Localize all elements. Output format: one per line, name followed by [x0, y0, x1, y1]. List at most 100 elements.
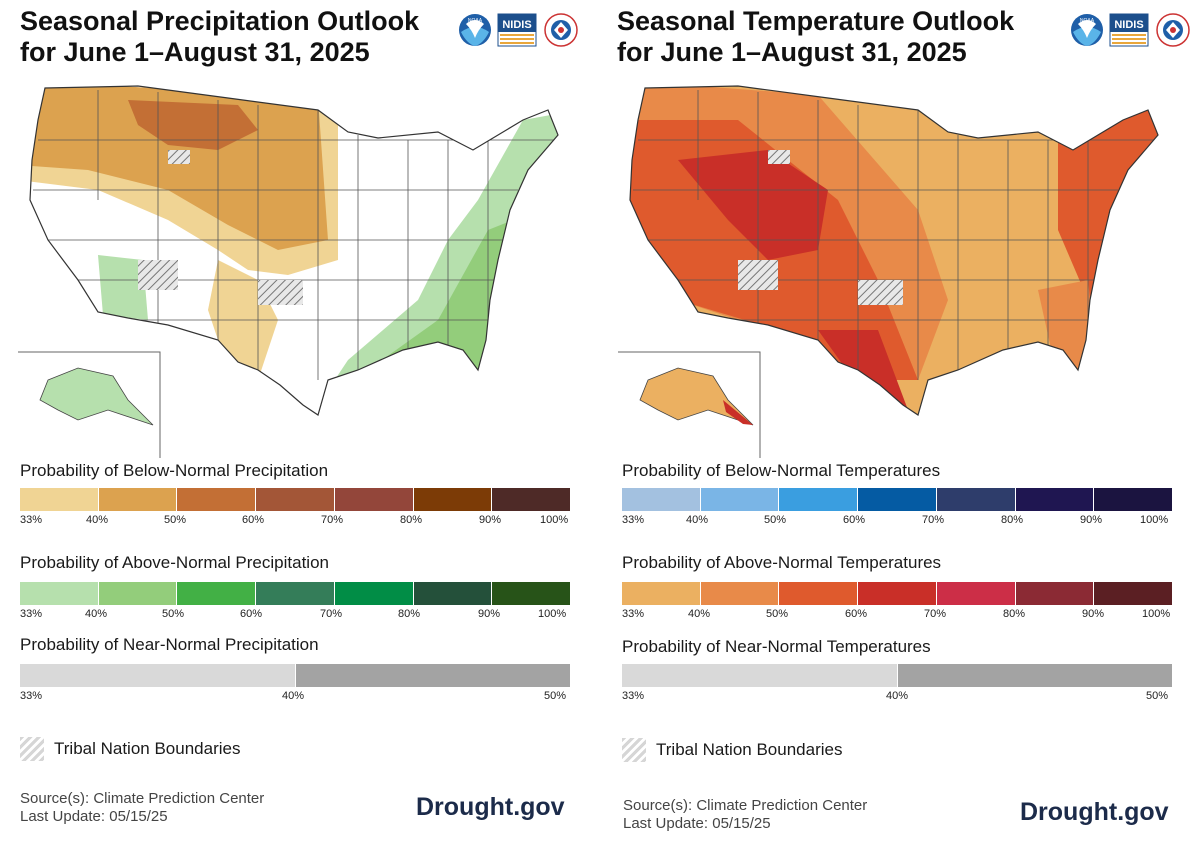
above-temp-seg-1	[622, 582, 701, 605]
tick-label: 33%	[622, 608, 645, 620]
below-temp-seg-7	[1094, 488, 1173, 511]
below-temp-seg-6	[1015, 488, 1095, 511]
below-normal-temp-legend-title: Probability of Below-Normal Temperatures	[622, 461, 941, 480]
above-temp-seg-7	[1094, 582, 1173, 605]
below-temp-seg-3	[779, 488, 859, 511]
above-temp-seg-5	[936, 582, 1016, 605]
below-precip-seg-7	[492, 488, 571, 511]
tick-label: 90%	[1082, 608, 1105, 620]
national-weather-service-logo-icon	[544, 13, 578, 47]
tick-label: 40%	[282, 690, 305, 702]
svg-text:NOAA: NOAA	[468, 18, 483, 24]
precipitation-outlook-panel: Seasonal Precipitation Outlook for June …	[18, 6, 578, 826]
near-normal-precip-ticks: 33% 40% 50%	[20, 690, 572, 704]
tick-label: 90%	[478, 608, 501, 620]
tick-label: 70%	[320, 608, 343, 620]
tick-label: 50%	[766, 608, 789, 620]
above-normal-precip-legend-title: Probability of Above-Normal Precipitatio…	[20, 553, 329, 572]
drought-gov-brand: Drought.gov	[1020, 798, 1169, 826]
nidis-logo-icon: NIDIS	[1109, 13, 1149, 47]
above-normal-temp-color-bar	[622, 582, 1173, 605]
tick-label: 70%	[321, 514, 344, 526]
last-update-line: Last Update: 05/15/25	[623, 815, 771, 832]
below-precip-seg-3	[177, 488, 257, 511]
above-normal-precip-color-bar	[20, 582, 571, 605]
above-normal-temp-ticks: 33% 40% 50% 60% 70% 80% 90% 100%	[622, 608, 1174, 622]
above-normal-precip-ticks: 33% 40% 50% 60% 70% 80% 90% 100%	[20, 608, 572, 622]
above-temp-seg-2	[700, 582, 780, 605]
tick-label: 80%	[398, 608, 421, 620]
near-normal-precip-legend-title: Probability of Near-Normal Precipitation	[20, 635, 319, 654]
tick-label: 60%	[240, 608, 263, 620]
last-update-line: Last Update: 05/15/25	[20, 808, 168, 825]
below-precip-seg-6	[413, 488, 493, 511]
tick-label: 90%	[1080, 514, 1103, 526]
tick-label: 70%	[924, 608, 947, 620]
tick-label: 40%	[86, 514, 109, 526]
tick-label: 80%	[1003, 608, 1026, 620]
temperature-outlook-panel: Seasonal Temperature Outlook for June 1–…	[600, 0, 1200, 867]
tick-label: 100%	[1142, 608, 1171, 620]
precipitation-title: Seasonal Precipitation Outlook for June …	[20, 6, 420, 67]
tick-label: 60%	[242, 514, 265, 526]
tick-label: 50%	[1146, 690, 1169, 702]
source-line: Source(s): Climate Prediction Center	[623, 797, 868, 814]
tick-label: 50%	[764, 514, 787, 526]
above-normal-temp-legend-title: Probability of Above-Normal Temperatures	[622, 553, 942, 572]
below-precip-seg-4	[256, 488, 335, 511]
below-normal-precip-color-bar	[20, 488, 571, 511]
near-normal-temp-legend-title: Probability of Near-Normal Temperatures	[622, 637, 931, 656]
tick-label: 40%	[686, 514, 709, 526]
near-normal-temp-color-bar	[622, 664, 1172, 687]
svg-text:NIDIS: NIDIS	[502, 19, 531, 31]
tick-label: 33%	[20, 608, 43, 620]
below-temp-seg-5	[936, 488, 1016, 511]
svg-text:NOAA: NOAA	[1080, 18, 1095, 24]
tick-label: 50%	[164, 514, 187, 526]
national-weather-service-logo-icon	[1156, 13, 1190, 47]
tick-label: 40%	[688, 608, 711, 620]
tick-label: 100%	[1140, 514, 1169, 526]
near-normal-precip-color-bar	[20, 664, 570, 687]
tick-label: 40%	[85, 608, 108, 620]
tribal-boundaries-label: Tribal Nation Boundaries	[656, 740, 843, 759]
above-temp-seg-4	[858, 582, 937, 605]
tribal-boundaries-legend: Tribal Nation Boundaries	[20, 737, 240, 761]
above-precip-seg-4	[256, 582, 335, 605]
noaa-logo-icon: NOAA	[459, 14, 491, 46]
temperature-title: Seasonal Temperature Outlook for June 1–…	[617, 6, 1015, 67]
below-normal-precip-ticks: 33% 40% 50% 60% 70% 80% 90% 100%	[20, 514, 572, 528]
below-precip-seg-1	[20, 488, 99, 511]
source-info: Source(s): Climate Prediction Center Las…	[20, 790, 264, 826]
near-normal-temp-ticks: 33% 40% 50%	[622, 690, 1174, 704]
below-normal-temp-color-bar	[622, 488, 1173, 511]
below-normal-temp-ticks: 33% 40% 50% 60% 70% 80% 90% 100%	[622, 514, 1174, 528]
drought-gov-brand: Drought.gov	[416, 793, 565, 821]
source-info: Source(s): Climate Prediction Center Las…	[623, 797, 867, 833]
tick-label: 70%	[922, 514, 945, 526]
tick-label: 60%	[845, 608, 868, 620]
above-precip-seg-3	[177, 582, 257, 605]
tick-label: 80%	[400, 514, 423, 526]
near-precip-seg-1	[20, 664, 296, 687]
tick-label: 90%	[479, 514, 502, 526]
agency-logos: NOAA NIDIS	[1071, 13, 1190, 47]
below-temp-seg-4	[858, 488, 937, 511]
above-precip-seg-6	[413, 582, 493, 605]
tick-label: 40%	[886, 690, 909, 702]
tick-label: 100%	[538, 608, 567, 620]
above-precip-seg-2	[98, 582, 178, 605]
tribal-hatch-swatch-icon	[20, 737, 44, 761]
above-precip-seg-7	[492, 582, 571, 605]
tick-label: 33%	[20, 514, 43, 526]
tick-label: 50%	[162, 608, 185, 620]
tribal-hatch-swatch-icon	[622, 738, 646, 762]
near-precip-seg-2	[295, 664, 570, 687]
above-temp-seg-3	[779, 582, 859, 605]
above-precip-seg-5	[334, 582, 414, 605]
tribal-boundaries-label: Tribal Nation Boundaries	[54, 739, 241, 758]
below-temp-seg-1	[622, 488, 701, 511]
above-temp-seg-6	[1015, 582, 1095, 605]
tick-label: 50%	[544, 690, 567, 702]
nidis-logo-icon: NIDIS	[497, 13, 537, 47]
